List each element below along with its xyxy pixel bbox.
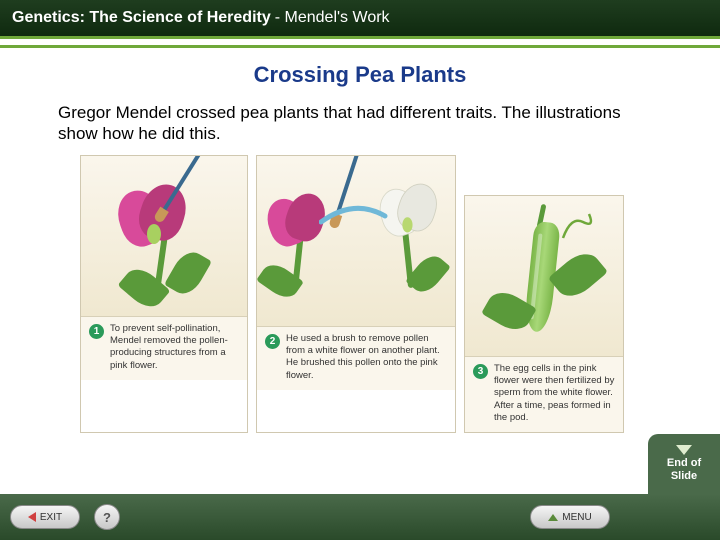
panel-1-image: [81, 156, 247, 316]
illustration-panels: 1 To prevent self-pollination, Mendel re…: [80, 155, 680, 434]
panel-1-caption: 1 To prevent self-pollination, Mendel re…: [81, 316, 247, 380]
end-slide-line1: End of: [667, 457, 701, 470]
help-button[interactable]: ?: [94, 504, 120, 530]
header-title: Genetics: The Science of Heredity: [12, 9, 271, 27]
panel-2-caption-text: He used a brush to remove pollen from a …: [286, 333, 447, 382]
panel-2-image: [257, 156, 455, 326]
pollen-transfer-icon: [319, 202, 389, 232]
step-badge-2: 2: [265, 334, 280, 349]
down-triangle-icon: [676, 445, 692, 455]
panel-3-image: [465, 196, 623, 356]
step-badge-1: 1: [89, 324, 104, 339]
footer-bar: EXIT ? MENU: [0, 494, 720, 540]
menu-triangle-icon: [548, 514, 558, 521]
menu-label: MENU: [562, 512, 591, 523]
step-badge-3: 3: [473, 364, 488, 379]
panel-3: 3 The egg cells in the pink flower were …: [464, 195, 624, 434]
exit-label: EXIT: [40, 512, 62, 523]
slide-title: Crossing Pea Plants: [40, 62, 680, 88]
panel-2-caption: 2 He used a brush to remove pollen from …: [257, 326, 455, 390]
end-of-slide-badge: End of Slide: [648, 434, 720, 494]
panel-2: 2 He used a brush to remove pollen from …: [256, 155, 456, 434]
slide-body-text: Gregor Mendel crossed pea plants that ha…: [58, 102, 662, 145]
panel-3-caption-text: The egg cells in the pink flower were th…: [494, 363, 615, 425]
header-bar: Genetics: The Science of Heredity - Mend…: [0, 0, 720, 36]
slide-content: Crossing Pea Plants Gregor Mendel crosse…: [0, 48, 720, 433]
end-slide-line2: Slide: [671, 470, 697, 483]
header-subtitle: - Mendel's Work: [275, 9, 390, 27]
panel-1: 1 To prevent self-pollination, Mendel re…: [80, 155, 248, 434]
exit-arrow-icon: [28, 512, 36, 522]
menu-button[interactable]: MENU: [530, 505, 610, 529]
panel-1-caption-text: To prevent self-pollination, Mendel remo…: [110, 323, 239, 372]
white-flower-icon: [380, 183, 440, 243]
help-label: ?: [103, 510, 111, 525]
panel-3-caption: 3 The egg cells in the pink flower were …: [465, 356, 623, 433]
exit-button[interactable]: EXIT: [10, 505, 80, 529]
tendril-icon: [561, 208, 601, 242]
